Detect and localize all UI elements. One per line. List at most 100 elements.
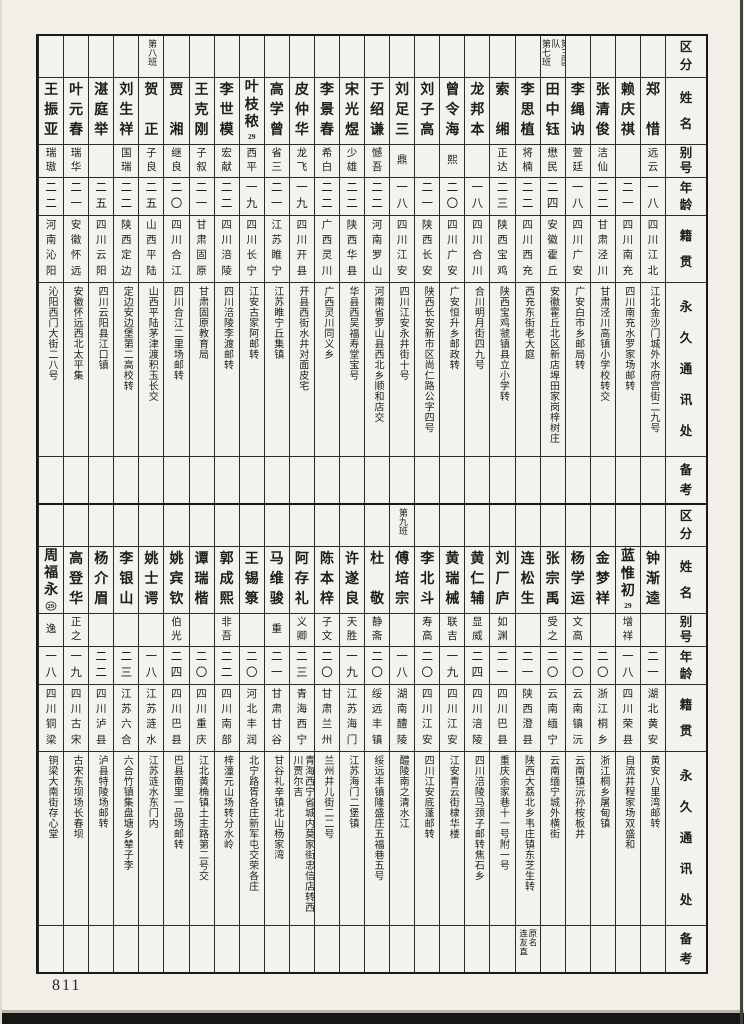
native-cell: 四川江北 — [640, 216, 665, 283]
glyph: 西 — [296, 719, 308, 731]
glyph: 龙 — [296, 147, 308, 159]
native-cell-text: 湖南醴陵 — [390, 685, 414, 751]
age-cell-text: 二〇 — [415, 647, 439, 684]
glyph: 宁 — [547, 734, 558, 746]
glyph: 惜 — [645, 123, 660, 138]
glyph: 南 — [396, 704, 408, 716]
glyph: 本 — [319, 572, 334, 587]
glyph: 县 — [171, 734, 182, 746]
address-cell: 广安白市乡邮局转 — [565, 283, 590, 457]
age-cell-text: 二一 — [190, 178, 214, 215]
native-cell: 浙江桐乡 — [590, 685, 615, 752]
glyph: 钰 — [545, 123, 560, 138]
glyph: 巴 — [171, 719, 182, 731]
native-cell-text: 四川广安 — [440, 216, 464, 282]
age-cell: 二〇 — [365, 647, 390, 685]
alias-cell-text: 义卿 — [290, 614, 314, 646]
person-column: 叶枝秾 29 西平一九四川长宁江安古家阿邮转 — [238, 36, 264, 503]
glyph: 北 — [647, 265, 659, 277]
glyph: 良 — [345, 592, 360, 607]
alias-cell-text: 子叙 — [190, 145, 214, 177]
region-cell — [189, 36, 214, 78]
address-cell-text: 西充东街老大庭 — [522, 286, 534, 360]
glyph: 庆 — [620, 103, 635, 118]
region-cell — [214, 36, 239, 78]
native-cell: 四川荣县 — [615, 685, 640, 752]
glyph: 县 — [622, 734, 634, 746]
glyph: 模 — [219, 123, 234, 138]
region-cell — [515, 505, 540, 547]
glyph: 兰 — [321, 719, 333, 731]
name-cell: 田中钰 — [540, 78, 565, 145]
glyph: 憾 — [371, 147, 383, 159]
age-cell-text: 一九 — [64, 647, 88, 684]
row-header-remark: 备考 — [666, 926, 706, 972]
person-name: 陈本梓 — [315, 547, 339, 613]
glyph: 俊 — [595, 123, 610, 138]
native-cell: 安徽怀远 — [64, 216, 89, 283]
glyph: 川 — [70, 704, 82, 716]
glyph: 景 — [319, 103, 334, 118]
age-cell: 一八 — [39, 647, 64, 685]
age-cell-text: 二〇 — [541, 647, 565, 684]
glyph: 一 — [271, 197, 283, 210]
glyph: 陵 — [396, 734, 408, 746]
remarks-cell — [265, 926, 289, 972]
glyph: 非 — [221, 616, 232, 628]
region-cell — [339, 505, 365, 547]
glyph: 本 — [470, 123, 485, 138]
alias-cell-text: 逸 — [39, 614, 63, 646]
glyph: 三 — [395, 123, 410, 138]
address-cell: 定边安边堡第二高校转 — [114, 283, 139, 457]
region-cell — [64, 505, 89, 547]
person-column: 赖庆祺二一四川南充四川南充水罗家场邮转 — [614, 36, 640, 503]
glyph: 二 — [321, 181, 333, 194]
person-name: 钟渐逵 — [641, 547, 665, 613]
person-name: 龙邦本 — [465, 78, 489, 144]
glyph: 宁 — [271, 265, 283, 277]
glyph: 谭 — [194, 552, 209, 567]
address-cell-text: 安徽霍丘北区新店埠田家岗梓树庄 — [547, 286, 559, 444]
footnote-mark: 29 — [624, 601, 632, 611]
glyph: 〇 — [446, 197, 459, 210]
glyph: 雄 — [346, 161, 358, 173]
glyph: 久 — [679, 800, 693, 815]
glyph: 河 — [45, 219, 57, 231]
glyph: 李 — [119, 552, 134, 567]
alias-cell — [465, 145, 490, 178]
glyph: 南 — [45, 235, 57, 247]
alias-cell-text: 受之 — [541, 614, 565, 646]
glyph: 威 — [472, 630, 483, 642]
glyph: 二 — [371, 650, 383, 663]
glyph: 江 — [396, 250, 408, 262]
glyph: 联 — [447, 616, 458, 628]
address-cell-text: 广安白市乡邮局转 — [572, 286, 584, 370]
glyph: 马 — [269, 552, 284, 567]
region-cell — [365, 36, 390, 78]
glyph: 罗 — [371, 250, 383, 262]
address-cell: 开县西街水井对面皮宅 — [289, 283, 314, 457]
glyph: 刘 — [395, 83, 410, 98]
glyph: 二 — [220, 181, 233, 194]
age-cell-text: 一八 — [39, 647, 63, 684]
glyph: 仙 — [597, 161, 609, 173]
glyph: 二 — [546, 650, 559, 663]
glyph: 足 — [395, 103, 410, 118]
person-column: 湛庭举二五四川云阳四川云阳县江口镇 — [88, 36, 114, 503]
glyph: 缃 — [495, 123, 510, 138]
age-cell-text: 一九 — [440, 647, 464, 684]
person-name: 李思植 — [516, 78, 540, 144]
alias-cell-text: 如渊 — [490, 614, 514, 646]
glyph: 讯 — [679, 393, 693, 408]
native-cell: 安徽霍丘 — [540, 216, 565, 283]
glyph: 二 — [622, 181, 634, 194]
name-cell: 张宗禹 — [540, 547, 565, 614]
native-cell-text: 安徽霍丘 — [541, 216, 565, 282]
glyph: 边 — [121, 265, 132, 277]
person-column: 刘子高二一陕西长安陕西长安新市区尚仁路公字四号 — [414, 36, 440, 503]
glyph: 渐 — [645, 572, 660, 587]
native-cell: 四川广安 — [565, 216, 590, 283]
row-header-name: 姓名 — [666, 78, 706, 145]
glyph: 阳 — [95, 265, 107, 277]
glyph — [495, 104, 509, 118]
